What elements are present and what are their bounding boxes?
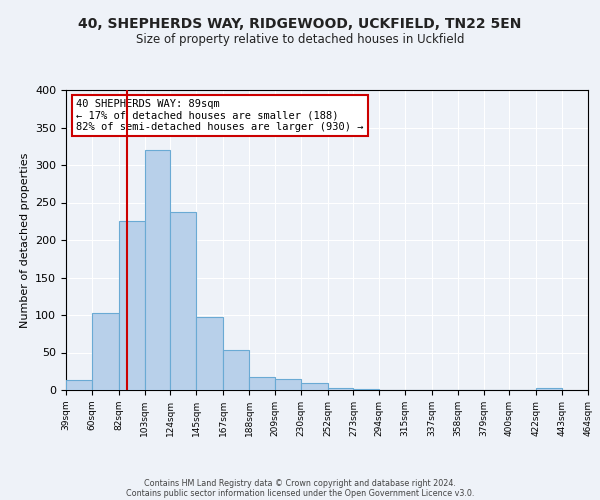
Bar — [275, 379, 301, 390]
Bar — [353, 389, 379, 390]
Bar — [301, 382, 328, 390]
Bar — [223, 350, 249, 390]
Bar — [92, 313, 119, 390]
Text: Contains public sector information licensed under the Open Government Licence v3: Contains public sector information licen… — [126, 488, 474, 498]
Bar — [536, 388, 562, 390]
Bar — [119, 221, 145, 390]
Bar — [249, 377, 275, 390]
Bar — [328, 388, 353, 390]
Text: Contains HM Land Registry data © Crown copyright and database right 2024.: Contains HM Land Registry data © Crown c… — [144, 478, 456, 488]
Bar — [196, 318, 223, 390]
Y-axis label: Number of detached properties: Number of detached properties — [20, 152, 29, 328]
Text: 40 SHEPHERDS WAY: 89sqm
← 17% of detached houses are smaller (188)
82% of semi-d: 40 SHEPHERDS WAY: 89sqm ← 17% of detache… — [76, 99, 364, 132]
Text: Size of property relative to detached houses in Uckfield: Size of property relative to detached ho… — [136, 32, 464, 46]
Text: 40, SHEPHERDS WAY, RIDGEWOOD, UCKFIELD, TN22 5EN: 40, SHEPHERDS WAY, RIDGEWOOD, UCKFIELD, … — [79, 18, 521, 32]
Bar — [170, 212, 196, 390]
Bar — [66, 380, 92, 390]
Bar — [145, 150, 170, 390]
